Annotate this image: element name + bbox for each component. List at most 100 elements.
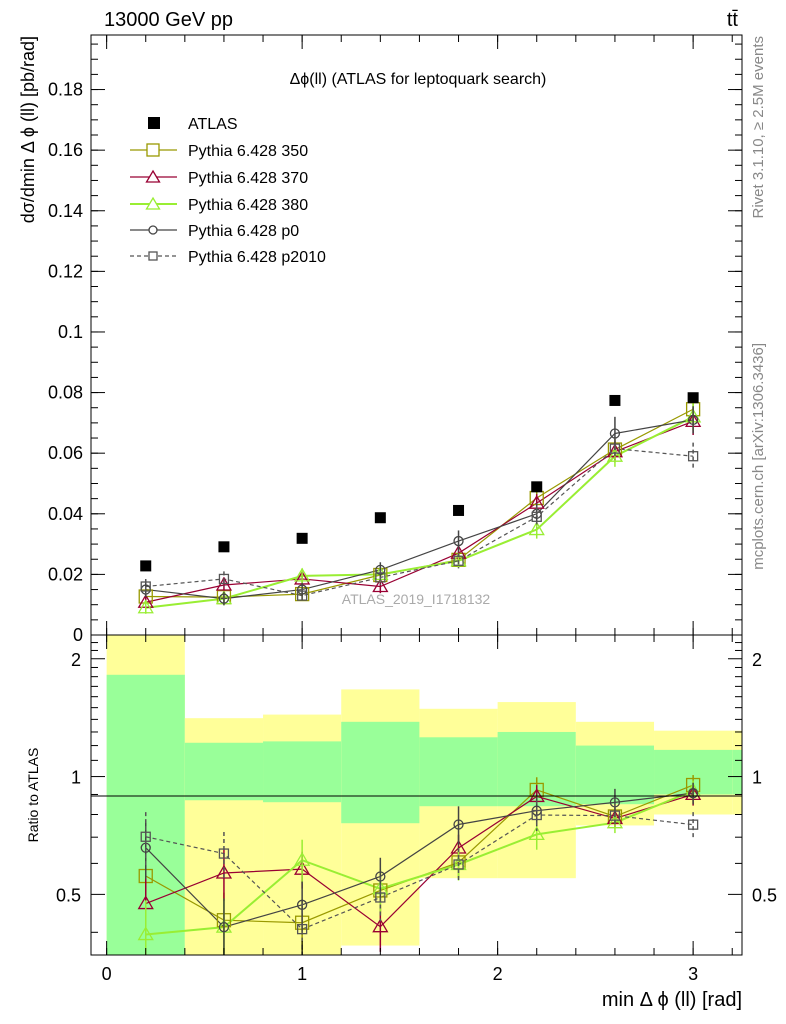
mc-point xyxy=(453,555,464,566)
mc-ratio-point xyxy=(531,809,542,821)
legend-380-marker xyxy=(145,196,161,210)
mc-point xyxy=(453,535,464,547)
mc-series-ratio-line xyxy=(145,789,694,936)
mc-point xyxy=(531,511,542,522)
plot-title: Δϕ(ll) (ATLAS for leptoquark search) xyxy=(290,71,547,88)
ratio-band-inner xyxy=(184,742,264,801)
mc-series-ratio-line xyxy=(145,793,694,928)
mc-point xyxy=(140,581,151,592)
x-tick-label: 1 xyxy=(297,964,307,984)
mc-series-ratio-line xyxy=(145,792,694,928)
mc-ratio-point xyxy=(296,899,308,910)
ratio-y-axis-label: Ratio to ATLAS xyxy=(25,748,41,843)
y-tick-label: 0.18 xyxy=(48,80,83,100)
atlas-data-point xyxy=(140,560,152,572)
y-tick-label: 0.04 xyxy=(48,504,83,524)
x-tick-label: 3 xyxy=(688,964,698,984)
ratio-band-inner xyxy=(419,737,498,807)
mc-ratio-point xyxy=(687,788,699,799)
atlas-data-point xyxy=(374,512,386,524)
y-tick-label: 0.1 xyxy=(58,322,83,342)
x-tick-label: 2 xyxy=(493,964,503,984)
atlas-data-point xyxy=(609,394,621,406)
legend-370-marker xyxy=(145,169,161,183)
tick-labels: 0 0.02 0.04 0.06 0.08 0.1 0.12 0.14 0.16 0.18 0 1 2 3… xyxy=(48,80,777,984)
mc-point xyxy=(528,521,545,536)
mc-point xyxy=(296,584,308,595)
atlas-data-point xyxy=(531,481,543,493)
mc-point xyxy=(687,414,699,425)
mc-series-line xyxy=(145,415,694,609)
ratio-tick-label-left: 2 xyxy=(71,650,81,670)
mc-ratio-point xyxy=(137,926,154,941)
ratio-tick-label-left: 0.5 xyxy=(56,885,81,905)
y-tick-label: 0.02 xyxy=(48,564,83,584)
y-tick-label: 0.12 xyxy=(48,261,83,281)
mc-point xyxy=(609,428,621,439)
mc-point xyxy=(372,578,389,593)
y-tick-label: 0.14 xyxy=(48,201,83,221)
ratio-band-inner xyxy=(263,741,342,803)
mc-ratio-point xyxy=(453,819,464,830)
ratio-band-inner xyxy=(341,721,420,824)
legend-350-label: Pythia 6.428 350 xyxy=(188,143,308,160)
ratio-tick-label-right: 1 xyxy=(752,768,762,788)
legend-p0-marker xyxy=(148,225,158,235)
mc-series-line xyxy=(145,448,694,597)
ratio-plot-frame xyxy=(90,634,743,956)
mc-point xyxy=(296,590,308,601)
y-axis-label: dσ/dmin Δ ϕ (ll) [pb/rad] xyxy=(18,36,38,223)
ratio-tick-label-right: 0.5 xyxy=(752,885,777,905)
atlas-data-point xyxy=(296,532,308,544)
mc-ratio-point xyxy=(609,810,621,821)
legend: ATLAS Pythia 6.428 350 Pythia 6.428 370 … xyxy=(130,116,326,266)
mc-ratio-point xyxy=(294,851,311,866)
axis-ticks xyxy=(91,35,742,955)
mc-point xyxy=(218,573,230,585)
header-process-label: tt̄ xyxy=(727,9,739,31)
ratio-tick-label-right: 2 xyxy=(752,650,762,670)
mc-ratio-point xyxy=(218,921,230,933)
mc-ratio-point xyxy=(140,831,151,842)
mc-ratio-point xyxy=(372,918,389,933)
atlas-data-point xyxy=(453,504,465,516)
mc-point xyxy=(606,447,624,462)
mc-point xyxy=(375,572,386,583)
mc-point xyxy=(294,567,311,582)
mc-ratio-point xyxy=(375,871,386,882)
legend-370-label: Pythia 6.428 370 xyxy=(188,170,308,187)
mc-point xyxy=(609,443,621,454)
mc-ratio-point xyxy=(528,826,545,841)
legend-380-label: Pythia 6.428 380 xyxy=(188,197,308,214)
header-energy-label: 13000 GeV pp xyxy=(104,9,233,31)
y-tick-label: 0.08 xyxy=(48,383,83,403)
mc-ratio-point xyxy=(453,859,464,870)
mc-point xyxy=(375,564,386,575)
mc-point xyxy=(137,599,154,614)
mc-ratio-point xyxy=(375,892,386,903)
y-tick-label: 0 xyxy=(73,625,83,645)
x-axis-label: min Δ ϕ (ll) [rad] xyxy=(602,989,742,1011)
mc-point xyxy=(218,593,230,604)
mc-ratio-point xyxy=(296,923,308,935)
legend-atlas-label: ATLAS xyxy=(188,116,238,133)
legend-350-marker xyxy=(146,143,160,157)
atlas-data-point xyxy=(687,392,699,404)
source-url-text: mcplots.cern.ch [arXiv:1306.3436] xyxy=(750,343,767,570)
y-tick-label: 0.06 xyxy=(48,443,83,463)
atlas-data-point xyxy=(218,541,230,553)
mc-series-line xyxy=(145,419,694,600)
legend-p2010-marker xyxy=(148,251,158,261)
mc-series-line xyxy=(145,420,694,603)
rivet-version-text: Rivet 3.1.10, ≥ 2.5M events xyxy=(750,36,767,219)
mc-ratio-point xyxy=(218,848,230,859)
ratio-bands xyxy=(106,635,742,955)
legend-p2010-label: Pythia 6.428 p2010 xyxy=(188,249,326,266)
mc-lines xyxy=(145,408,694,936)
x-tick-label: 0 xyxy=(102,964,112,984)
legend-p0-label: Pythia 6.428 p0 xyxy=(188,223,299,240)
y-tick-label: 0.16 xyxy=(48,140,83,160)
ratio-tick-label-left: 1 xyxy=(71,768,81,788)
mc-ratio-point xyxy=(606,814,624,829)
